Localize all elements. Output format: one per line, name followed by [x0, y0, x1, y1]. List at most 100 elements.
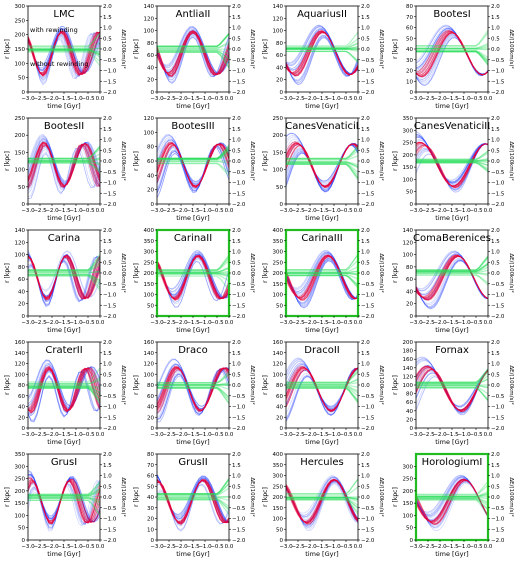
- orbit-line-with-rewinding: [28, 255, 100, 299]
- right-tick-label: 1.0: [232, 250, 241, 256]
- orbit-line-with-rewinding: [157, 256, 229, 300]
- orbit-line-without-rewinding: [28, 479, 100, 523]
- orbit-line-with-rewinding: [157, 142, 229, 187]
- right-tick-label: 0.0: [491, 383, 500, 389]
- orbit-line-with-rewinding: [416, 478, 488, 523]
- right-tick-label: 0.0: [361, 383, 370, 389]
- energy-change-line: [416, 498, 488, 511]
- x-tick-label: 0.0: [354, 544, 363, 550]
- right-tick-label: −1.5: [103, 191, 117, 197]
- orbit-line-without-rewinding: [416, 31, 488, 76]
- x-axis-label: time [Gyr]: [305, 550, 338, 558]
- energy-change-line: [416, 263, 488, 272]
- orbit-line-with-rewinding: [157, 255, 229, 299]
- panel-title: CanesVenaticiI: [285, 121, 358, 132]
- orbit-line-without-rewinding: [416, 255, 488, 299]
- x-tick-label: −2.5: [421, 96, 435, 102]
- y-tick-label: 0: [410, 314, 414, 320]
- orbit-line-without-rewinding: [28, 474, 100, 523]
- energy-change-line: [157, 478, 229, 495]
- energy-change-line: [157, 33, 229, 47]
- orbit-line-with-rewinding: [157, 31, 229, 76]
- y-tick-label: 100: [15, 61, 26, 67]
- orbit-line-with-rewinding: [157, 256, 229, 301]
- x-tick-label: −2.5: [421, 432, 435, 438]
- orbit-line-with-rewinding: [286, 479, 358, 524]
- orbit-line-without-rewinding: [28, 256, 100, 305]
- orbit-line-with-rewinding: [28, 367, 100, 412]
- orbit-line-without-rewinding: [286, 255, 358, 300]
- energy-change-line: [416, 497, 488, 503]
- right-tick-label: −1.5: [491, 79, 505, 85]
- orbit-line-with-rewinding: [286, 142, 358, 187]
- x-tick-label: −1.0: [327, 544, 341, 550]
- x-tick-label: −0.5: [469, 432, 483, 438]
- energy-change-line: [286, 384, 358, 388]
- orbit-line-with-rewinding: [28, 478, 100, 523]
- right-tick-label: 0.5: [103, 148, 112, 154]
- x-axis-label: time [Gyr]: [47, 550, 80, 558]
- y-tick-label: 50: [18, 76, 25, 82]
- right-tick-label: 0.0: [232, 383, 241, 389]
- orbit-line-with-rewinding: [416, 32, 488, 77]
- orbit-line-with-rewinding: [416, 142, 488, 187]
- x-axis-label: time [Gyr]: [435, 326, 468, 334]
- energy-change-line: [416, 493, 488, 498]
- orbit-line-without-rewinding: [157, 250, 229, 299]
- right-tick-label: 0.5: [103, 372, 112, 378]
- orbit-line-without-rewinding: [286, 258, 358, 305]
- orbit-line-without-rewinding: [416, 143, 488, 191]
- orbit-line-without-rewinding: [286, 143, 358, 188]
- energy-change-line: [286, 31, 358, 47]
- orbit-line-with-rewinding: [416, 30, 488, 76]
- orbit-line-with-rewinding: [286, 256, 358, 301]
- orbit-line-with-rewinding: [157, 367, 229, 411]
- y-tick-label: 300: [15, 4, 26, 10]
- right-tick-label: −2.0: [232, 202, 246, 208]
- orbit-line-with-rewinding: [28, 31, 100, 77]
- orbit-line-with-rewinding: [286, 479, 358, 524]
- y-tick-label: 0: [410, 202, 414, 208]
- right-tick-label: 1.5: [361, 15, 370, 21]
- right-tick-label: −0.5: [491, 282, 505, 288]
- orbit-line-with-rewinding: [157, 479, 229, 524]
- y-tick-label: 50: [147, 303, 154, 309]
- y-tick-label: 80: [18, 265, 25, 271]
- orbit-line-with-rewinding: [28, 31, 100, 77]
- orbit-line-without-rewinding: [157, 363, 229, 410]
- orbit-line-without-rewinding: [28, 252, 100, 299]
- orbit-line-with-rewinding: [28, 142, 100, 187]
- orbit-line-without-rewinding: [28, 29, 100, 74]
- orbit-line-without-rewinding: [416, 143, 488, 188]
- right-tick-label: 1.5: [361, 463, 370, 469]
- orbit-line-with-rewinding: [28, 477, 100, 523]
- x-tick-label: −2.5: [33, 432, 47, 438]
- right-tick-label: −1.0: [491, 517, 505, 523]
- orbit-line-with-rewinding: [416, 365, 488, 411]
- orbit-line-without-rewinding: [286, 481, 358, 528]
- orbit-line-without-rewinding: [286, 260, 358, 309]
- orbit-line-with-rewinding: [157, 367, 229, 412]
- orbit-line-with-rewinding: [28, 143, 100, 188]
- energy-change-line: [286, 275, 358, 289]
- energy-change-line: [28, 274, 100, 284]
- right-tick-label: −2.0: [103, 90, 117, 96]
- x-tick-label: −1.0: [69, 432, 83, 438]
- y-tick-label: 120: [403, 240, 414, 246]
- y-tick-label: 150: [15, 150, 26, 156]
- orbit-line-with-rewinding: [28, 478, 100, 524]
- orbit-line-with-rewinding: [157, 31, 229, 76]
- orbit-line-without-rewinding: [157, 257, 229, 303]
- orbit-line-with-rewinding: [286, 32, 358, 77]
- orbit-line-with-rewinding: [286, 143, 358, 188]
- energy-change-line: [286, 270, 358, 274]
- right-tick-label: −0.5: [103, 170, 117, 176]
- energy-change-line: [28, 32, 100, 47]
- right-tick-label: 1.5: [232, 463, 241, 469]
- orbit-line-without-rewinding: [286, 362, 358, 409]
- orbit-line-without-rewinding: [286, 367, 358, 423]
- orbit-line-without-rewinding: [416, 256, 488, 301]
- orbit-line-without-rewinding: [286, 357, 358, 407]
- plot-area: [286, 342, 358, 428]
- energy-change-line: [157, 146, 229, 160]
